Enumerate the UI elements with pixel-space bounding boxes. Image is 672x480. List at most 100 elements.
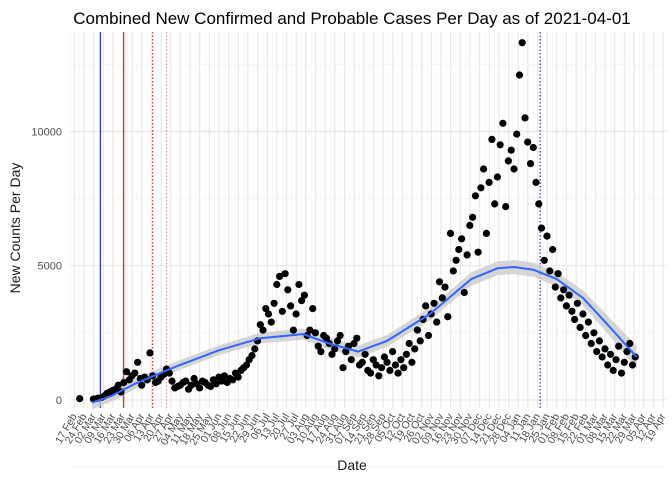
data-point (292, 310, 300, 318)
data-point (278, 307, 286, 315)
data-point (122, 368, 131, 376)
data-point (565, 291, 573, 299)
data-point (466, 221, 474, 229)
data-point (276, 272, 284, 280)
data-point (212, 380, 220, 388)
data-point (361, 350, 369, 358)
data-point (408, 358, 416, 366)
data-point (120, 378, 128, 387)
data-point (378, 364, 386, 372)
data-point (397, 356, 405, 364)
data-point (168, 377, 176, 385)
y-axis-title: New Counts Per Day (7, 163, 23, 294)
data-point (295, 280, 303, 289)
data-point (76, 395, 84, 403)
data-point (460, 288, 468, 297)
data-point (259, 326, 267, 334)
data-point (593, 348, 601, 356)
data-point (386, 366, 394, 374)
data-point (526, 160, 535, 168)
data-point (458, 235, 466, 243)
y-tick-label: 0 (56, 395, 62, 407)
data-point (515, 71, 524, 79)
data-point (469, 213, 477, 221)
data-point (540, 256, 548, 264)
data-point (218, 377, 226, 385)
data-point (339, 364, 347, 372)
data-point (452, 256, 460, 264)
data-point (584, 318, 593, 326)
data-point (380, 353, 388, 361)
y-tick-label: 5000 (38, 261, 62, 273)
data-point (510, 165, 518, 173)
data-point (134, 358, 142, 366)
data-point (242, 361, 251, 369)
data-point (114, 381, 122, 389)
data-point (582, 331, 590, 340)
data-point (562, 302, 571, 310)
data-point (433, 318, 441, 326)
data-point (411, 345, 419, 353)
data-point (513, 130, 521, 138)
data-point (549, 245, 557, 254)
data-point (488, 135, 496, 143)
data-point (568, 307, 576, 315)
data-point (576, 323, 584, 331)
data-point (287, 302, 295, 310)
data-point (546, 267, 554, 275)
smooth-line (91, 266, 638, 404)
data-point (521, 114, 529, 122)
data-point (347, 356, 355, 364)
data-point (485, 178, 493, 186)
data-point (628, 361, 637, 369)
data-point (604, 361, 612, 369)
data-point (273, 280, 281, 289)
data-point (300, 291, 308, 299)
data-point (281, 270, 289, 278)
data-point (264, 310, 273, 318)
data-point (617, 369, 626, 377)
data-point (251, 345, 259, 353)
data-point (416, 337, 424, 345)
reference-lines (99, 32, 541, 408)
data-point (606, 350, 615, 358)
data-point (623, 348, 631, 356)
data-point (491, 200, 499, 208)
data-point (391, 361, 399, 369)
data-point (146, 349, 154, 357)
data-point (267, 318, 275, 326)
data-point (196, 384, 204, 392)
data-point (424, 331, 433, 340)
data-point (482, 229, 490, 237)
data-point (358, 358, 366, 366)
data-point (402, 350, 410, 358)
data-point (131, 369, 139, 377)
data-point (441, 283, 449, 291)
data-point (306, 326, 314, 334)
data-point (529, 143, 537, 152)
data-point (389, 348, 397, 356)
data-point (477, 184, 485, 192)
data-point (317, 348, 325, 356)
data-point (587, 339, 595, 348)
data-point (336, 331, 344, 340)
data-point (518, 39, 526, 47)
y-tick-label: 10000 (31, 126, 62, 138)
chart-title: Combined New Confirmed and Probable Case… (73, 9, 631, 28)
data-point (609, 366, 617, 374)
data-point (333, 337, 342, 345)
data-point (601, 345, 609, 353)
data-point (207, 382, 215, 391)
data-point (626, 339, 634, 348)
data-point (430, 299, 438, 307)
data-point (413, 326, 421, 334)
data-point (612, 356, 620, 364)
data-point (446, 229, 455, 237)
data-point (493, 173, 501, 181)
data-point (262, 305, 270, 313)
data-point (311, 329, 319, 337)
data-point (248, 352, 256, 360)
data-point (372, 361, 380, 369)
data-point (342, 348, 350, 356)
